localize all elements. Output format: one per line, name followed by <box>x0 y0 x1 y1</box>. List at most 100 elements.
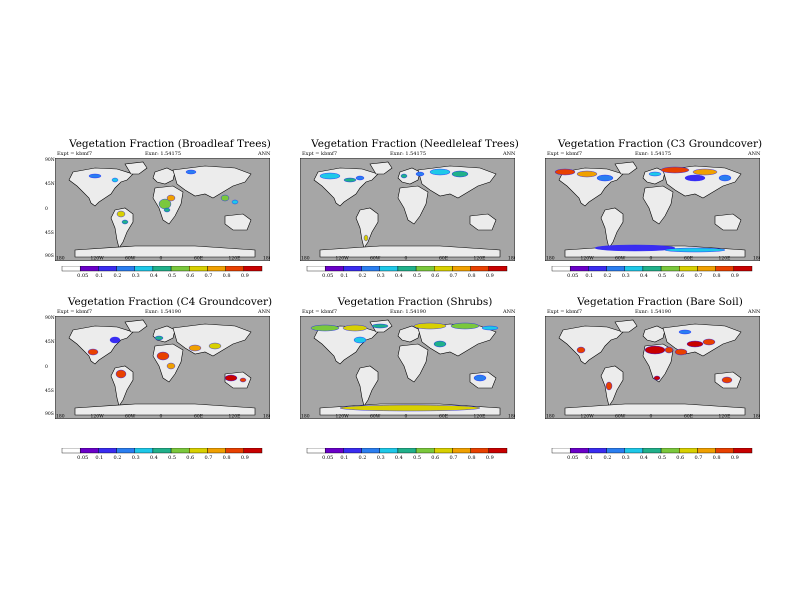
vegetation-patch <box>648 171 662 177</box>
land-samerica <box>355 365 379 407</box>
colorbar-swatch <box>243 266 263 272</box>
lon-label: 180 <box>263 414 270 420</box>
vegetation-patch <box>433 340 447 348</box>
season-label: ANN <box>503 151 516 157</box>
colorbar-tick-label: 0.3 <box>377 273 385 278</box>
vegetation-patch <box>310 324 340 332</box>
colorbar-swatch <box>715 266 735 272</box>
land-greenland <box>369 161 393 175</box>
land-australia <box>224 213 252 231</box>
colorbar-swatch <box>379 448 399 454</box>
land-antarctica <box>319 245 501 258</box>
exnr-label: Exnr: 1.54175 <box>145 151 182 157</box>
colorbar: 0.05 0.1 0.2 0.3 0.4 0.5 0.6 0.7 0.8 0.9 <box>551 266 753 278</box>
colorbar-swatch <box>606 266 625 272</box>
colorbar-swatch <box>660 448 680 454</box>
lat-label: 45S <box>45 231 54 236</box>
land-asia <box>417 323 497 357</box>
colorbar-tick-label: 0.4 <box>150 273 158 278</box>
colorbar-swatch <box>189 266 208 272</box>
vegetation-patch <box>473 374 487 382</box>
land-samerica <box>110 207 134 249</box>
lon-label: 60W <box>370 414 381 420</box>
vegetation-patch <box>413 322 447 330</box>
colorbar: 0.05 0.1 0.2 0.3 0.4 0.5 0.6 0.7 0.8 0.9 <box>306 266 508 278</box>
lat-label: 45N <box>45 182 55 187</box>
lon-label: 60E <box>684 256 693 262</box>
land-australia <box>714 213 742 231</box>
lon-label: 180 <box>56 256 65 262</box>
colorbar-tick-label: 0.5 <box>168 455 176 460</box>
colorbar-swatch <box>79 266 99 272</box>
vegetation-patch <box>684 174 706 182</box>
colorbar-tick-label: 0.05 <box>567 273 578 278</box>
lon-label: 0 <box>405 414 408 420</box>
land-europe <box>397 325 421 343</box>
colorbar-tick-label: 0.5 <box>168 273 176 278</box>
colorbar-tick-label: 0.8 <box>468 273 476 278</box>
land-africa <box>397 343 429 383</box>
vegetation-patch <box>605 381 613 391</box>
expt-label: Expt = kbmf7 <box>547 151 583 157</box>
lon-label: 120E <box>474 256 486 262</box>
vegetation-patch <box>363 234 369 242</box>
colorbar-tick-label: 0.1 <box>340 455 348 460</box>
colorbar-swatch <box>470 448 490 454</box>
colorbar-tick-label: 0.6 <box>186 273 194 278</box>
colorbar-swatch <box>470 266 490 272</box>
lon-label: 120W <box>336 256 350 262</box>
land-europe <box>152 167 176 185</box>
vegetation-patch <box>339 404 481 412</box>
exnr-label: Exnr: 1.54190 <box>635 309 672 315</box>
vegetation-patch <box>116 210 126 218</box>
expt-label: Expt = kbmf7 <box>547 309 583 315</box>
vegetation-patch <box>319 172 341 180</box>
lat-label: 45N <box>45 340 55 345</box>
lon-label: 60E <box>439 256 448 262</box>
colorbar-tick-label: 0.6 <box>186 455 194 460</box>
expt-label: Expt = kbmf7 <box>57 309 93 315</box>
lon-label: 180 <box>301 414 310 420</box>
vegetation-patch <box>678 329 692 335</box>
land-namerica <box>68 325 134 365</box>
vegetation-patch <box>342 324 368 332</box>
lon-label: 180 <box>753 256 760 262</box>
lat-label: 90S <box>45 254 54 259</box>
colorbar-swatch <box>225 266 245 272</box>
colorbar-swatch <box>152 266 172 272</box>
colorbar-tick-label: 0.5 <box>413 455 421 460</box>
colorbar-tick-label: 0.1 <box>340 273 348 278</box>
lon-label: 120E <box>474 414 486 420</box>
land-australia <box>469 213 497 231</box>
world-map: 180 120W 60W 0 60E 120E 180 <box>300 158 515 261</box>
land-greenland <box>614 319 638 333</box>
lon-label: 120W <box>91 256 105 262</box>
panel-title: Vegetation Fraction (Needleleaf Trees) <box>311 138 519 150</box>
vegetation-patch <box>166 194 176 202</box>
colorbar-swatch <box>225 448 245 454</box>
vegetation-patch <box>371 323 389 329</box>
colorbar-swatch <box>170 448 190 454</box>
colorbar-swatch <box>343 266 362 272</box>
colorbar-swatch <box>361 266 380 272</box>
world-map: 180 120W 60W 0 60E 120E 180 <box>55 158 270 261</box>
vegetation-patch <box>355 175 365 181</box>
colorbar-tick-label: 0.2 <box>604 273 612 278</box>
colorbar-swatch <box>306 448 326 454</box>
colorbar-swatch <box>697 448 716 454</box>
colorbar-tick-label: 0.9 <box>731 273 739 278</box>
vegetation-patch <box>450 322 480 330</box>
colorbar-swatch <box>98 266 117 272</box>
colorbar-tick-label: 0.3 <box>377 455 385 460</box>
vegetation-patch <box>721 376 733 384</box>
colorbar-tick-label: 0.4 <box>395 273 403 278</box>
land-greenland <box>614 161 638 175</box>
vegetation-patch <box>163 207 171 213</box>
land-greenland <box>124 319 148 333</box>
lon-label: 180 <box>301 256 310 262</box>
colorbar-swatch <box>624 266 644 272</box>
colorbar-tick-label: 0.7 <box>449 273 457 278</box>
land-europe <box>397 167 421 185</box>
colorbar-swatch <box>415 266 435 272</box>
panel-title: Vegetation Fraction (C4 Groundcover) <box>67 296 273 308</box>
